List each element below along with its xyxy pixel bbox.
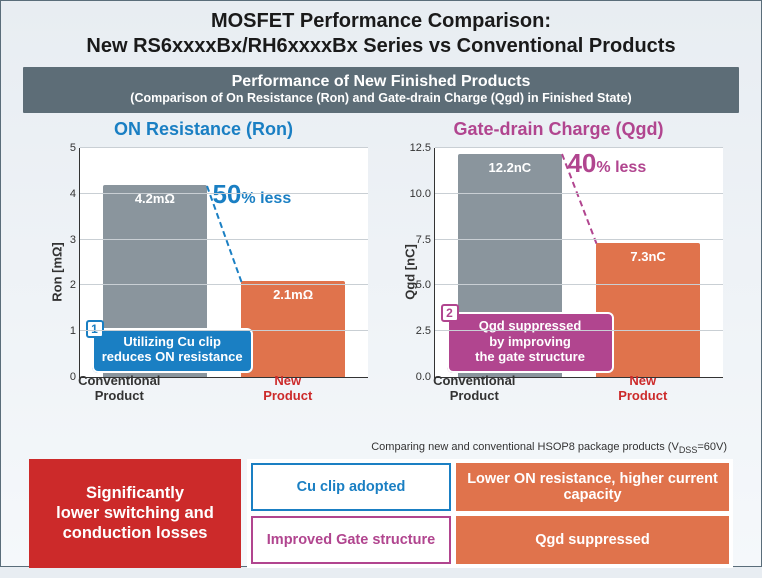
ron-callout-num: 1 bbox=[86, 320, 104, 338]
qgd-callout-text: Qgd suppressedby improvingthe gate struc… bbox=[475, 318, 585, 364]
chart-ron-ylabel: Ron [mΩ] bbox=[49, 242, 64, 302]
chart-ron-title: ON Resistance (Ron) bbox=[35, 119, 372, 140]
main-title: MOSFET Performance Comparison: New RS6xx… bbox=[1, 1, 761, 65]
chart-qgd-plot: 12.2nC 7.3nC 40% less 2 Qgd suppressedby… bbox=[434, 148, 723, 378]
chart-ron: ON Resistance (Ron) Ron [mΩ] 4.2mΩ 2.1mΩ… bbox=[35, 119, 372, 439]
qgd-xcat-new: NewProduct bbox=[559, 374, 728, 404]
title-line1: MOSFET Performance Comparison: bbox=[11, 9, 751, 34]
summary-grid: Cu clip adopted Lower ON resistance, hig… bbox=[247, 459, 733, 568]
bottom-summary: Significantlylower switching andconducti… bbox=[1, 459, 761, 578]
banner-sub: (Comparison of On Resistance (Ron) and G… bbox=[31, 91, 731, 105]
qgd-xcat-conv: ConventionalProduct bbox=[390, 374, 559, 404]
bar-ron-new-label: 2.1mΩ bbox=[241, 287, 345, 302]
title-line2: New RS6xxxxBx/RH6xxxxBx Series vs Conven… bbox=[11, 34, 751, 59]
banner: Performance of New Finished Products (Co… bbox=[23, 67, 739, 113]
qgd-callout: 2 Qgd suppressedby improvingthe gate str… bbox=[447, 312, 614, 373]
bar-ron-new: 2.1mΩ bbox=[241, 281, 345, 377]
ron-callout-text: Utilizing Cu clipreduces ON resistance bbox=[102, 334, 243, 365]
chart-qgd-ylabel: Qgd [nC] bbox=[402, 244, 417, 300]
ron-xcat-conv: ConventionalProduct bbox=[35, 374, 204, 404]
chart-qgd: Gate-drain Charge (Qgd) Qgd [nC] 12.2nC … bbox=[390, 119, 727, 439]
banner-main: Performance of New Finished Products bbox=[31, 73, 731, 91]
footnote: Comparing new and conventional HSOP8 pac… bbox=[1, 439, 761, 459]
tag-improved-gate: Improved Gate structure bbox=[251, 516, 451, 564]
qgd-pct-label: 40% less bbox=[567, 148, 646, 179]
tag-qgd-suppressed: Qgd suppressed bbox=[456, 516, 729, 564]
bar-qgd-conv-label: 12.2nC bbox=[458, 160, 562, 175]
ron-xcat-new: NewProduct bbox=[204, 374, 373, 404]
tag-cu-clip: Cu clip adopted bbox=[251, 463, 451, 511]
tag-lower-ron: Lower ON resistance, higher current capa… bbox=[456, 463, 729, 511]
summary-red: Significantlylower switching andconducti… bbox=[29, 459, 241, 568]
chart-qgd-title: Gate-drain Charge (Qgd) bbox=[390, 119, 727, 140]
bar-qgd-new-label: 7.3nC bbox=[596, 249, 700, 264]
ron-pct-label: 50% less bbox=[212, 179, 291, 210]
ron-callout: 1 Utilizing Cu clipreduces ON resistance bbox=[92, 328, 253, 373]
charts-row: ON Resistance (Ron) Ron [mΩ] 4.2mΩ 2.1mΩ… bbox=[1, 119, 761, 439]
chart-ron-plot: 4.2mΩ 2.1mΩ 50% less 1 Utilizing Cu clip… bbox=[79, 148, 368, 378]
qgd-callout-num: 2 bbox=[441, 304, 459, 322]
